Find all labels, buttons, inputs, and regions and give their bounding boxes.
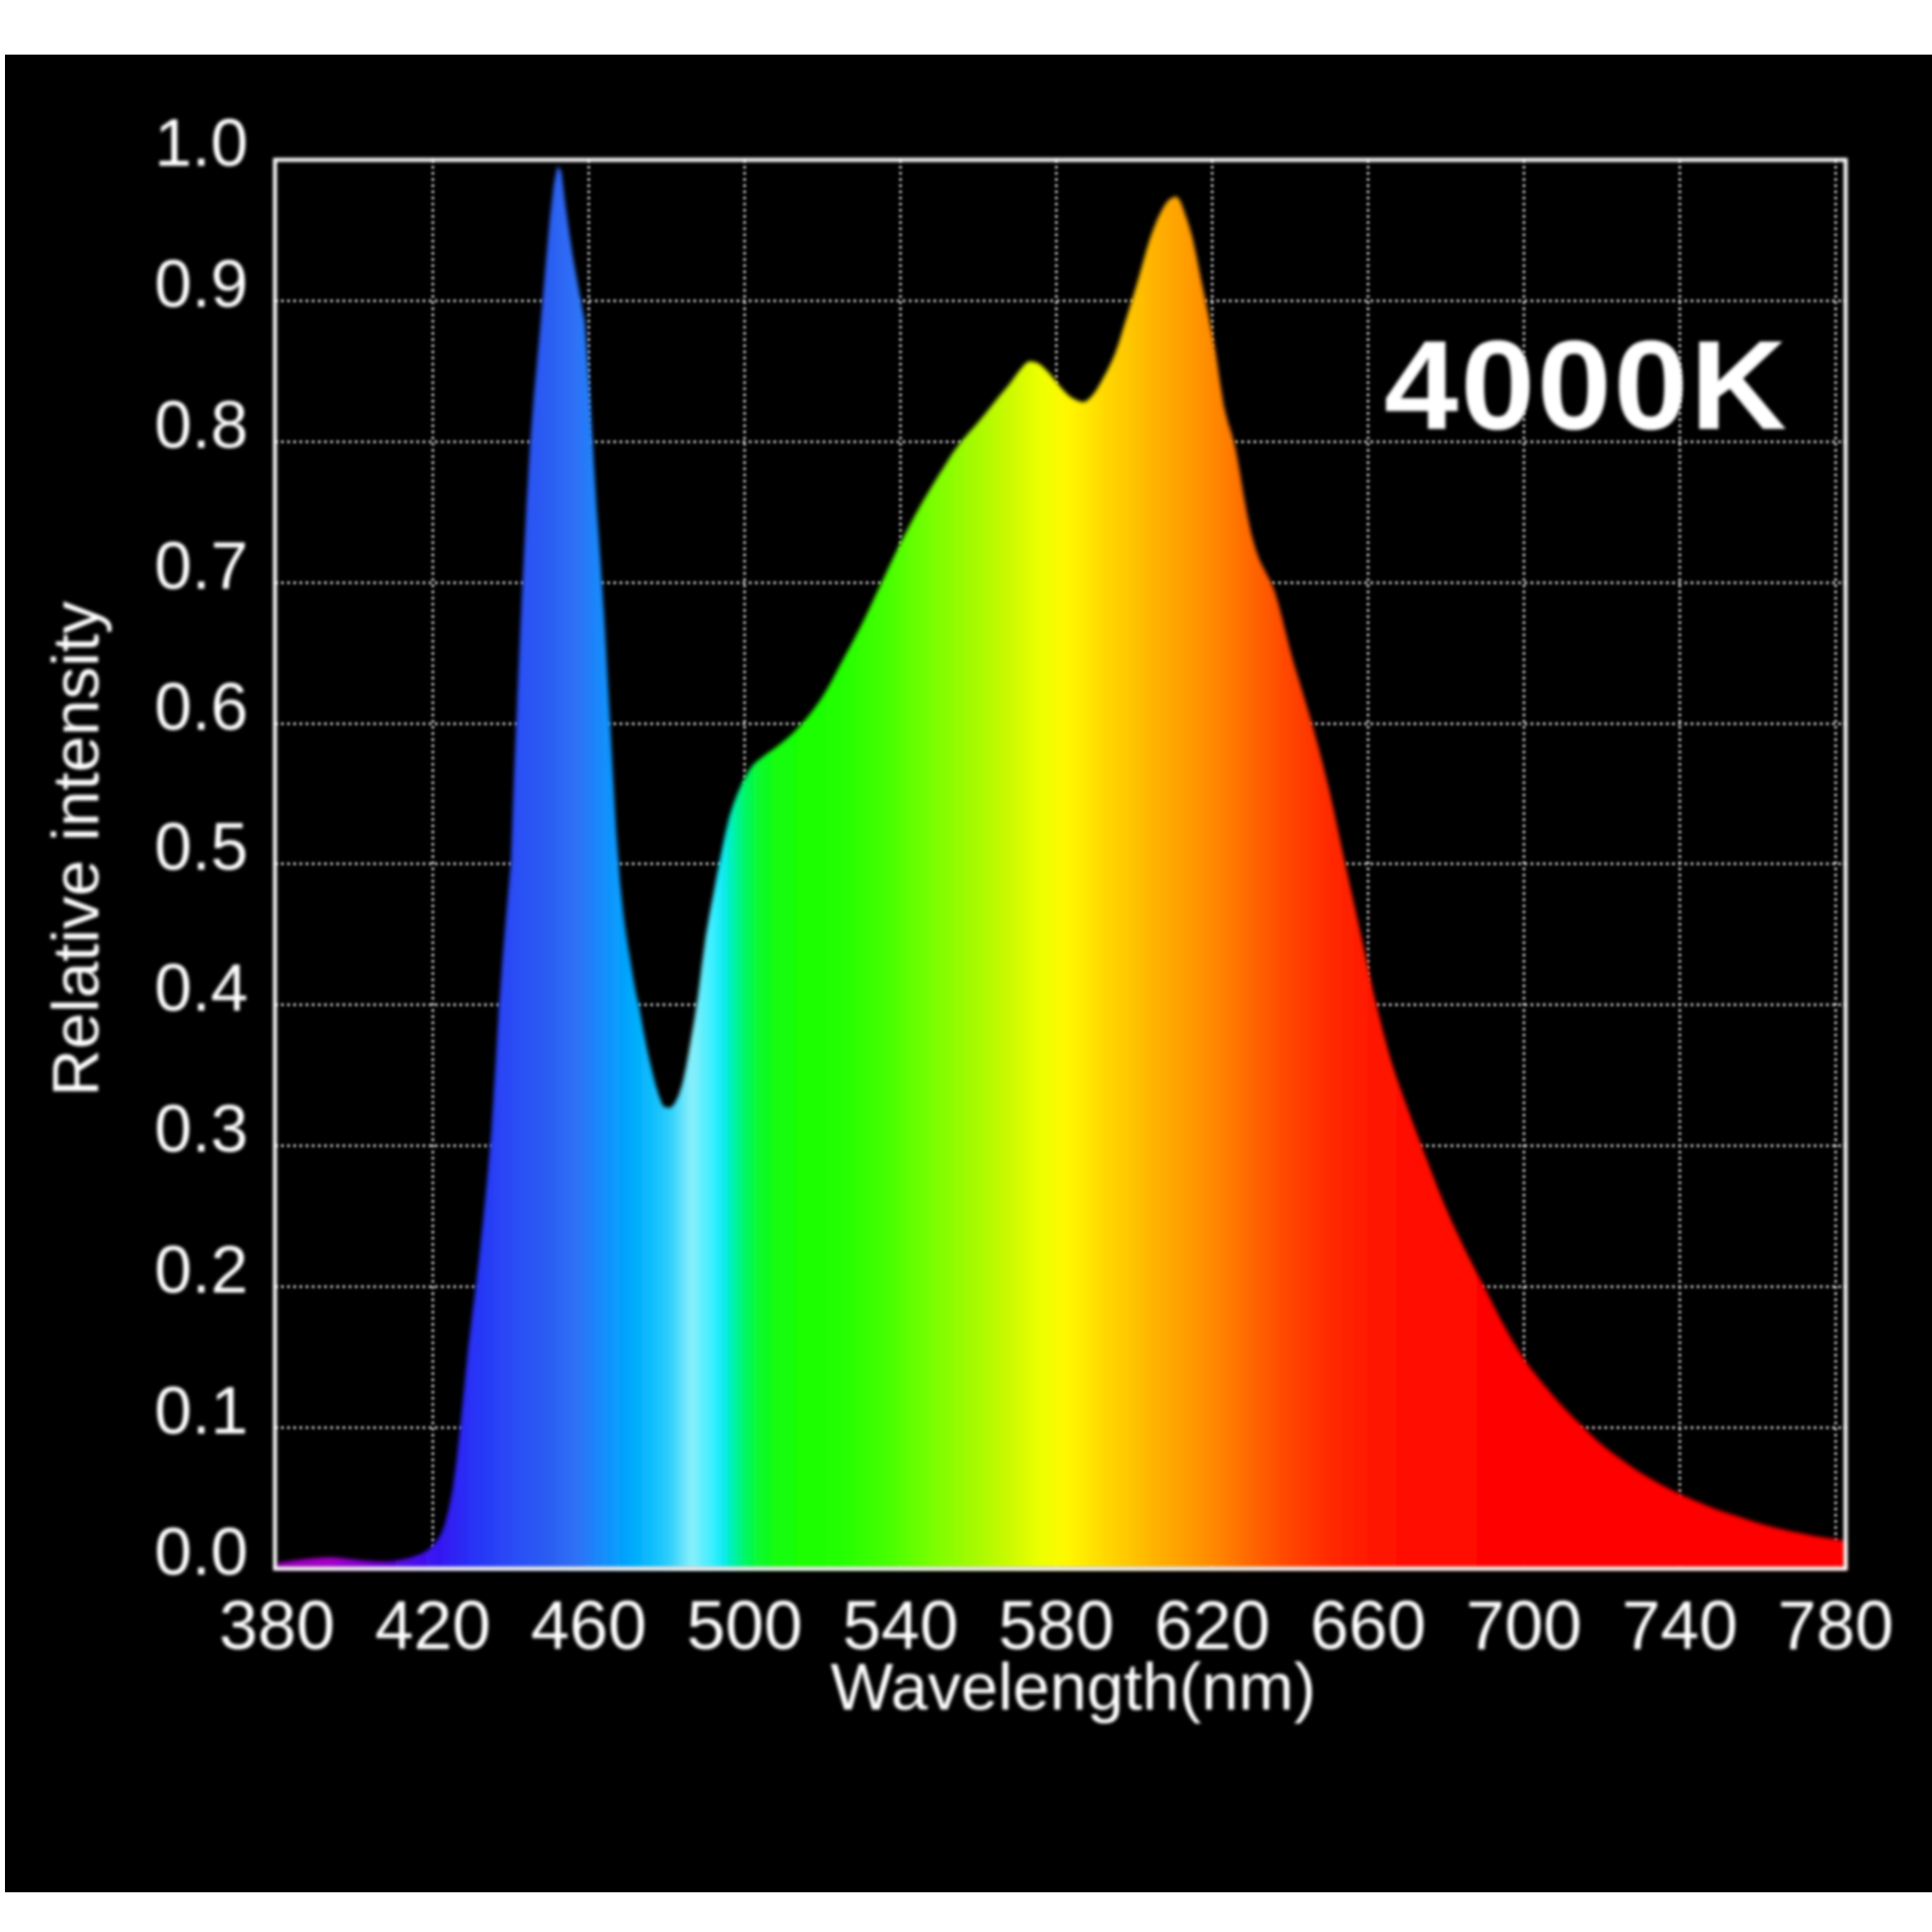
svg-text:420: 420: [375, 1587, 491, 1664]
svg-text:0.2: 0.2: [154, 1232, 248, 1308]
svg-text:0.1: 0.1: [154, 1373, 248, 1449]
svg-text:0.8: 0.8: [154, 387, 248, 463]
svg-text:Wavelength(nm): Wavelength(nm): [830, 1650, 1315, 1725]
svg-text:460: 460: [531, 1587, 647, 1664]
svg-text:1.0: 1.0: [154, 105, 248, 181]
svg-text:500: 500: [687, 1587, 803, 1664]
svg-text:0.4: 0.4: [154, 950, 248, 1026]
svg-text:660: 660: [1311, 1587, 1427, 1664]
svg-text:0.3: 0.3: [154, 1091, 248, 1167]
svg-text:0.0: 0.0: [154, 1514, 248, 1589]
svg-text:740: 740: [1622, 1587, 1738, 1664]
svg-text:540: 540: [843, 1587, 959, 1664]
svg-text:580: 580: [999, 1587, 1115, 1664]
svg-text:4000K: 4000K: [1384, 315, 1789, 457]
svg-text:700: 700: [1466, 1587, 1583, 1664]
svg-text:620: 620: [1155, 1587, 1271, 1664]
svg-text:Relative intensity: Relative intensity: [39, 602, 112, 1097]
svg-text:0.5: 0.5: [154, 809, 248, 885]
svg-text:0.7: 0.7: [154, 528, 248, 604]
svg-text:0.6: 0.6: [154, 669, 248, 745]
svg-text:780: 780: [1778, 1587, 1894, 1664]
svg-text:380: 380: [219, 1587, 336, 1664]
svg-text:0.9: 0.9: [154, 246, 248, 322]
